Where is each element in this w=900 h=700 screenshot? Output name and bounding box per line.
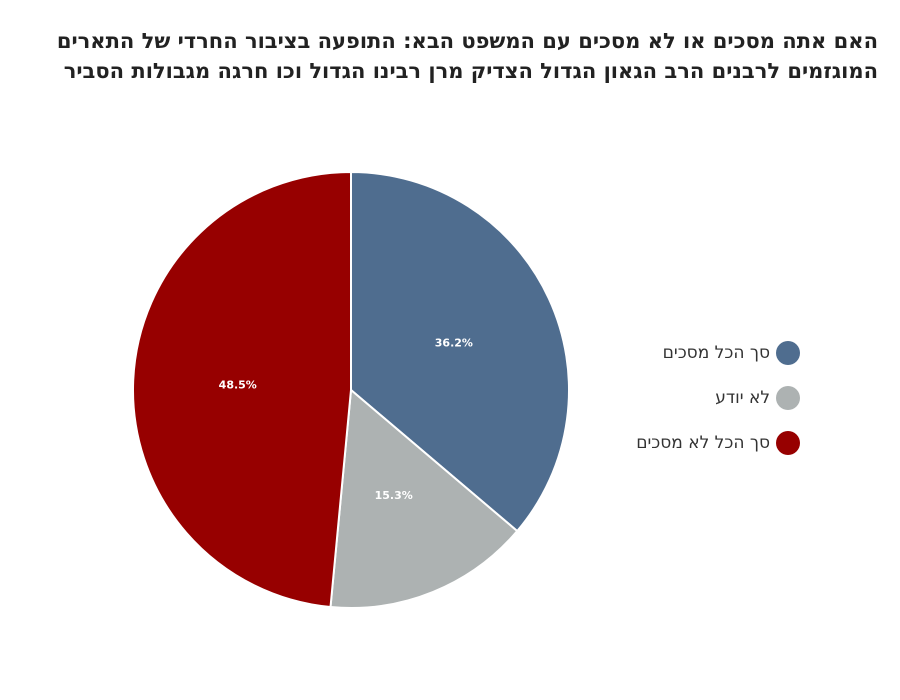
legend: סך הכל מסכים לא יודע סך הכל לא מסכים	[540, 330, 800, 465]
legend-item-dont-know[interactable]: לא יודע	[540, 375, 800, 420]
data-label-dont-know: 15.3%	[375, 489, 413, 502]
pie-slice-disagree[interactable]	[132, 170, 352, 609]
legend-swatch-agree	[776, 340, 800, 365]
data-label-agree: 36.2%	[435, 336, 473, 349]
legend-item-agree[interactable]: סך הכל מסכים	[540, 330, 800, 375]
data-label-disagree: 48.5%	[219, 379, 257, 392]
pie-slice-dont-know[interactable]	[329, 387, 519, 609]
legend-swatch-disagree	[776, 430, 800, 455]
legend-label-disagree: סך הכל לא מסכים	[636, 432, 770, 453]
legend-item-disagree[interactable]: סך הכל לא מסכים	[540, 420, 800, 465]
pie-slice-agree[interactable]	[350, 170, 570, 533]
legend-swatch-dont-know	[776, 385, 800, 410]
legend-label-dont-know: לא יודע	[715, 387, 770, 408]
chart-title: האם אתה מסכים או לא מסכים עם המשפט הבא: …	[56, 29, 878, 83]
legend-label-agree: סך הכל מסכים	[662, 342, 770, 363]
